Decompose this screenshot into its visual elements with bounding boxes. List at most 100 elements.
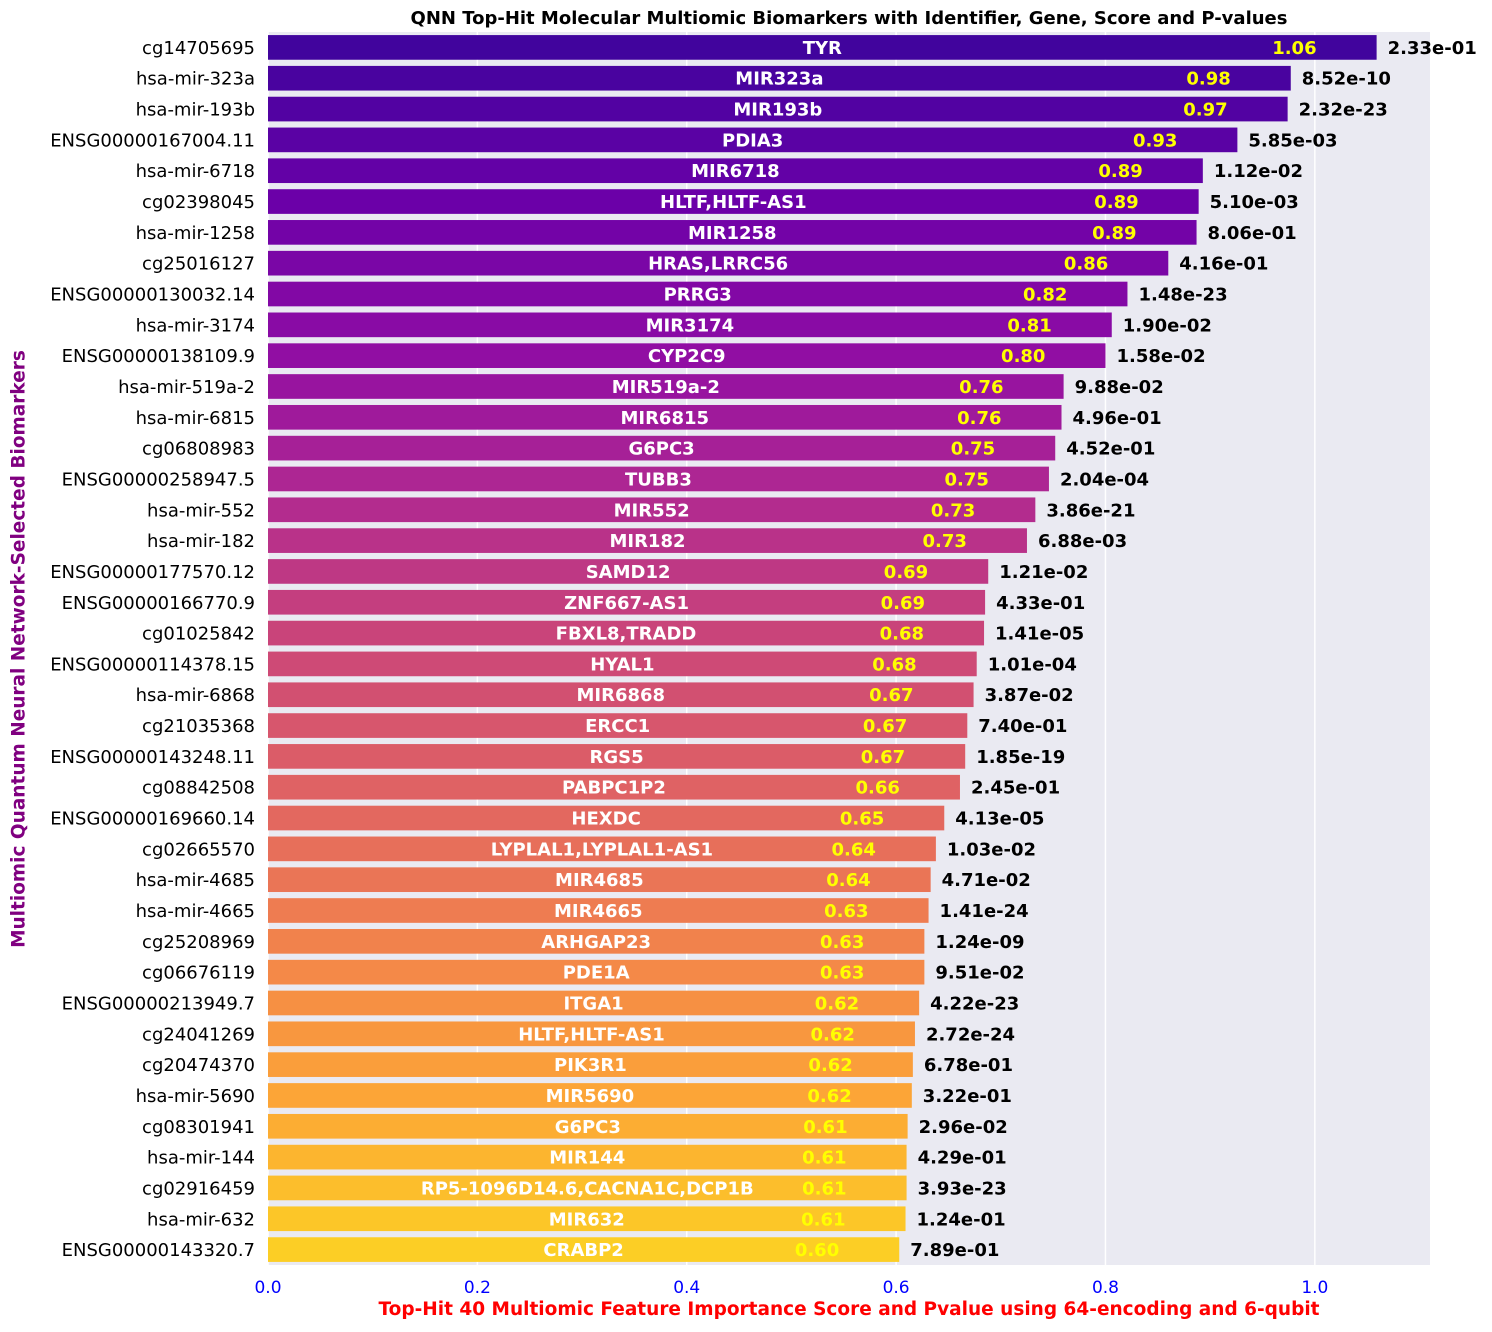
pvalue-label: 1.24e-01 [917,1209,1006,1230]
pvalue-label: 1.21e-02 [999,562,1088,583]
bar [268,250,1169,276]
score-label: 0.63 [820,932,864,953]
score-label: 0.63 [824,901,868,922]
y-tick-label: hsa-mir-6868 [136,685,255,706]
score-label: 0.68 [872,654,916,675]
x-tick-label: 0.8 [1092,1278,1119,1298]
bar [268,35,1377,60]
pvalue-label: 5.10e-03 [1210,192,1299,213]
gene-label: TUBB3 [625,469,692,490]
gene-label: PRRG3 [664,285,732,306]
score-label: 0.66 [856,778,900,799]
pvalue-label: 3.86e-21 [1046,500,1135,521]
gene-label: HLTF,HLTF-AS1 [660,192,807,213]
pvalue-label: 1.48e-23 [1138,285,1227,306]
gene-label: MIR1258 [688,223,777,244]
bar [268,836,936,862]
pvalue-label: 2.45e-01 [971,778,1060,799]
pvalue-label: 4.29e-01 [918,1148,1007,1169]
score-label: 0.93 [1133,130,1177,151]
gene-label: MIR323a [735,69,823,90]
x-tick-label: 0.6 [883,1278,910,1298]
bar [268,805,945,831]
y-tick-label: ENSG00000138109.9 [62,346,255,367]
y-tick-label: cg06676119 [142,963,255,984]
pvalue-label: 9.88e-02 [1075,377,1164,398]
bar [268,1237,900,1262]
score-label: 0.75 [945,469,989,490]
bar [268,497,1036,523]
score-label: 0.81 [1007,315,1051,336]
score-label: 0.60 [795,1240,839,1261]
score-label: 0.80 [1001,346,1045,367]
bar [268,774,960,800]
pvalue-label: 9.51e-02 [935,963,1024,984]
pvalue-label: 1.01e-04 [988,654,1077,675]
gene-label: MIR552 [614,500,690,521]
pvalue-label: 7.89e-01 [910,1240,999,1261]
score-label: 0.62 [807,1086,851,1107]
score-label: 0.61 [803,1117,847,1138]
y-tick-label: cg25208969 [142,932,255,953]
pvalue-label: 4.22e-23 [930,993,1019,1014]
y-tick-label: ENSG00000130032.14 [50,285,255,306]
x-tick-label: 1.0 [1301,1278,1328,1298]
gene-label: MIR519a-2 [612,377,720,398]
pvalue-label: 1.85e-19 [976,747,1065,768]
score-label: 0.61 [802,1148,846,1169]
pvalue-label: 5.85e-03 [1248,130,1337,151]
score-label: 0.73 [931,500,975,521]
gene-label: FBXL8,TRADD [556,624,697,645]
pvalue-label: 1.58e-02 [1116,346,1205,367]
score-label: 0.75 [951,439,995,460]
y-tick-label: hsa-mir-323a [136,69,255,90]
y-tick-label: hsa-mir-519a-2 [118,377,255,398]
score-label: 0.65 [840,809,884,830]
gene-label: G6PC3 [555,1117,621,1138]
bar [268,620,985,646]
pvalue-label: 6.88e-03 [1038,531,1127,552]
gene-label: LYPLAL1,LYPLAL1-AS1 [491,839,713,860]
y-tick-label: cg20474370 [142,1055,255,1076]
bar [268,1083,912,1108]
gene-label: MIR182 [609,531,685,552]
y-tick-label: hsa-mir-193b [136,100,255,121]
pvalue-label: 1.41e-05 [995,624,1084,645]
pvalue-label: 1.90e-02 [1123,315,1212,336]
gene-label: RP5-1096D14.6,CACNA1C,DCP1B [421,1178,754,1199]
score-label: 0.89 [1094,192,1138,213]
bar [268,312,1112,338]
y-tick-label: cg14705695 [142,38,255,59]
gene-label: PDE1A [563,963,630,984]
gene-label: CYP2C9 [648,346,726,367]
y-tick-label: ENSG00000166770.9 [62,593,255,614]
gene-label: SAMD12 [586,562,671,583]
pvalue-label: 3.93e-23 [918,1178,1007,1199]
bar [268,374,1064,399]
score-label: 0.69 [881,593,925,614]
bar [268,435,1056,461]
pvalue-label: 3.87e-02 [985,685,1074,706]
gene-label: MIR4665 [554,901,643,922]
pvalue-label: 2.72e-24 [926,1024,1015,1045]
x-tick-label: 0.2 [464,1278,491,1298]
x-tick-label: 0.4 [673,1278,700,1298]
pvalue-label: 4.71e-02 [942,870,1031,891]
gene-label: PABPC1P2 [562,778,666,799]
gene-label: PDIA3 [722,130,783,151]
gene-label: HRAS,LRRC56 [648,254,788,275]
bar [268,867,931,893]
y-tick-label: hsa-mir-6718 [136,161,255,182]
bar [268,404,1062,430]
bar [268,158,1203,184]
bar [268,1175,907,1201]
gene-label: HLTF,HLTF-AS1 [518,1024,665,1045]
gene-label: G6PC3 [628,439,694,460]
score-label: 0.62 [811,1024,855,1045]
y-tick-label: hsa-mir-182 [147,531,255,552]
y-tick-label: cg24041269 [142,1024,255,1045]
bar [268,589,986,615]
bar [268,1206,906,1232]
y-tick-label: ENSG00000213949.7 [62,993,255,1014]
bar [268,682,974,708]
